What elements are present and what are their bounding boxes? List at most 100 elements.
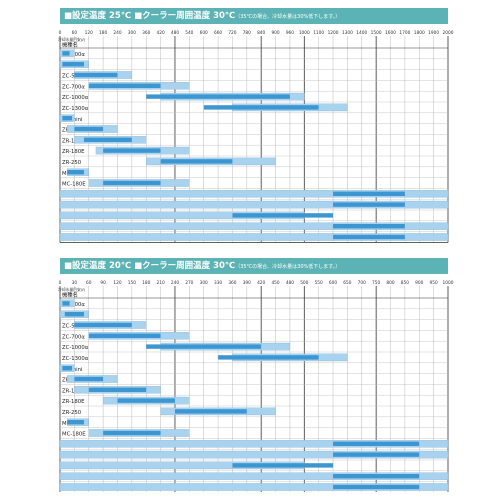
tick-label: 900: [415, 280, 423, 286]
range-bar-inner: [83, 137, 132, 142]
model-label: MC-180E: [62, 182, 86, 188]
tick-label: 900: [271, 30, 279, 36]
tick-label: 750: [372, 280, 380, 286]
range-bar-inner: [146, 94, 290, 99]
range-bar-outer: [59, 440, 449, 448]
tick-label: 780: [243, 30, 251, 36]
range-bar-inner: [88, 333, 161, 338]
tick-label: 1500: [371, 30, 382, 36]
range-bar-inner: [74, 126, 104, 132]
header-note: （35℃の場合、冷却水量は30%低下します。）: [235, 14, 341, 20]
range-bar-inner: [88, 83, 161, 88]
range-bar-inner: [333, 224, 405, 229]
range-bar-inner: [62, 51, 70, 56]
range-bar-inner: [333, 202, 405, 207]
tick-label: 420: [257, 280, 265, 286]
range-bar-inner: [232, 213, 334, 218]
range-bar-inner: [74, 72, 118, 78]
model-label: ZC-500α: [62, 324, 85, 330]
tick-label: 0: [59, 280, 62, 286]
model-label: ZR-130E: [62, 388, 85, 394]
row-header: 機種名: [62, 291, 78, 299]
row-header: 機種名: [62, 41, 78, 49]
tick-label: 1800: [414, 30, 425, 36]
tick-label: 1000: [443, 280, 454, 286]
model-label: ZC-1300α: [62, 106, 89, 112]
range-bar-inner: [333, 474, 420, 479]
tick-label: 2000: [443, 30, 454, 36]
model-label: ZC-500α: [62, 74, 85, 80]
range-bar-inner: [174, 409, 247, 414]
tick-label: 300: [200, 280, 208, 286]
model-label: ZR-250: [62, 160, 82, 166]
range-chart-25c: 冷却水量目安(ℓ)0 60 120 180 240 300 360 420 480 540 600 6…: [58, 30, 454, 243]
model-label: ZR-250: [62, 410, 82, 416]
range-bar-outer: [59, 472, 449, 480]
tick-label: 1200: [328, 30, 339, 36]
chart-header-20c: ■設定温度 20℃ ■クーラー周囲温度 30℃（35℃の場合、冷却水量は30%低…: [60, 258, 448, 274]
tick-label: 1300: [342, 30, 353, 36]
range-bar-inner: [62, 116, 72, 121]
range-bar-outer: [59, 200, 449, 209]
axis-label: 冷却水量目安(ℓ): [58, 287, 86, 292]
tick-label: 120: [85, 30, 93, 36]
axis-label: 冷却水量目安(ℓ): [58, 37, 86, 42]
tick-label: 390: [243, 280, 251, 286]
range-bar-inner: [103, 148, 161, 153]
header-conditions: ■設定温度 20℃ ■クーラー周囲温度 30℃: [64, 261, 236, 271]
range-bar-outer: [59, 450, 449, 459]
tick-label: 1100: [313, 30, 324, 36]
header-conditions: ■設定温度 25℃ ■クーラー周囲温度 30℃: [64, 11, 236, 21]
tick-label: 550: [315, 280, 323, 286]
tick-label: 1000: [299, 30, 310, 36]
tick-label: 1600: [385, 30, 396, 36]
tick-label: 300: [128, 30, 136, 36]
range-bar-outer: [59, 222, 449, 230]
tick-label: 1900: [428, 30, 439, 36]
model-label: ZC-1000α: [62, 95, 89, 101]
tick-label: 720: [228, 30, 236, 36]
tick-label: 210: [156, 280, 164, 286]
range-bar-inner: [333, 441, 420, 446]
range-bar-inner: [160, 159, 233, 164]
model-label: ZR-130E: [62, 138, 85, 144]
range-bar-inner: [203, 105, 319, 110]
tick-label: 500: [300, 280, 308, 286]
range-bar-inner: [62, 366, 72, 371]
range-bar-inner: [64, 312, 84, 317]
tick-label: 360: [228, 280, 236, 286]
tick-label: 60: [72, 30, 78, 36]
range-bar-inner: [67, 420, 84, 425]
model-label: ZR-180E: [62, 149, 85, 155]
model-label: ZC-1300α: [62, 356, 89, 362]
tick-label: 600: [200, 30, 208, 36]
range-bar-inner: [333, 191, 405, 196]
range-bar-inner: [146, 344, 262, 349]
range-bar-inner: [62, 301, 70, 306]
tick-label: 180: [142, 280, 150, 286]
tick-label: 800: [386, 280, 394, 286]
range-bar-inner: [333, 234, 405, 240]
range-bar-outer: [59, 190, 449, 198]
header-note: （35℃の場合、冷却水量は30%低下します。）: [235, 264, 341, 270]
range-bar-inner: [74, 322, 132, 328]
tick-label: 650: [343, 280, 351, 286]
tick-label: 120: [113, 280, 121, 286]
tick-label: 240: [113, 30, 121, 36]
tick-label: 450: [271, 280, 279, 286]
tick-label: 0: [59, 30, 62, 36]
tick-label: 840: [257, 30, 265, 36]
tick-label: 360: [142, 30, 150, 36]
tick-label: 950: [430, 280, 438, 286]
tick-label: 600: [329, 280, 337, 286]
range-bar-inner: [218, 355, 319, 360]
tick-label: 60: [86, 280, 92, 286]
tick-label: 540: [185, 30, 193, 36]
chart-header-25c: ■設定温度 25℃ ■クーラー周囲温度 30℃（35℃の場合、冷却水量は30%低…: [60, 8, 448, 24]
range-bar-inner: [103, 430, 161, 436]
model-label: ZC-700α: [62, 84, 85, 90]
tick-label: 660: [214, 30, 222, 36]
range-bar-outer: [59, 233, 449, 241]
tick-label: 180: [99, 30, 107, 36]
tick-label: 270: [185, 280, 193, 286]
